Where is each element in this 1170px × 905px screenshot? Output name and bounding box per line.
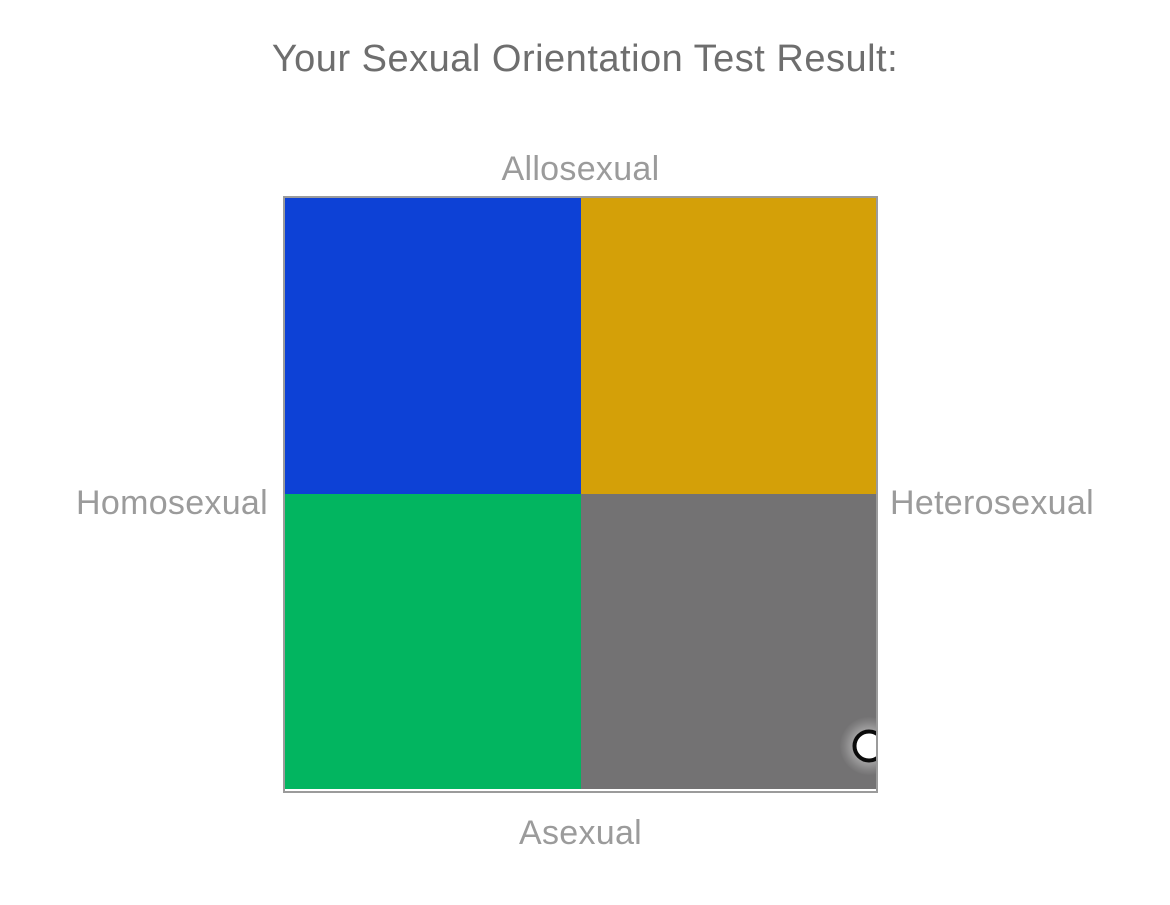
result-marker[interactable] [852, 729, 876, 763]
axis-label-heterosexual: Heterosexual [890, 484, 1094, 522]
page-title: Your Sexual Orientation Test Result: [271, 38, 899, 80]
axis-label-asexual: Asexual [518, 814, 643, 852]
quadrant-top-left [285, 198, 581, 494]
quadrant-bottom-right [580, 493, 876, 789]
axis-label-homosexual: Homosexual [76, 484, 268, 522]
quadrant-bottom-left [285, 493, 581, 789]
quadrant-chart [283, 196, 878, 793]
axis-label-allosexual: Allosexual [501, 150, 660, 188]
quadrant-cells [285, 198, 876, 789]
quadrant-top-right [580, 198, 876, 494]
